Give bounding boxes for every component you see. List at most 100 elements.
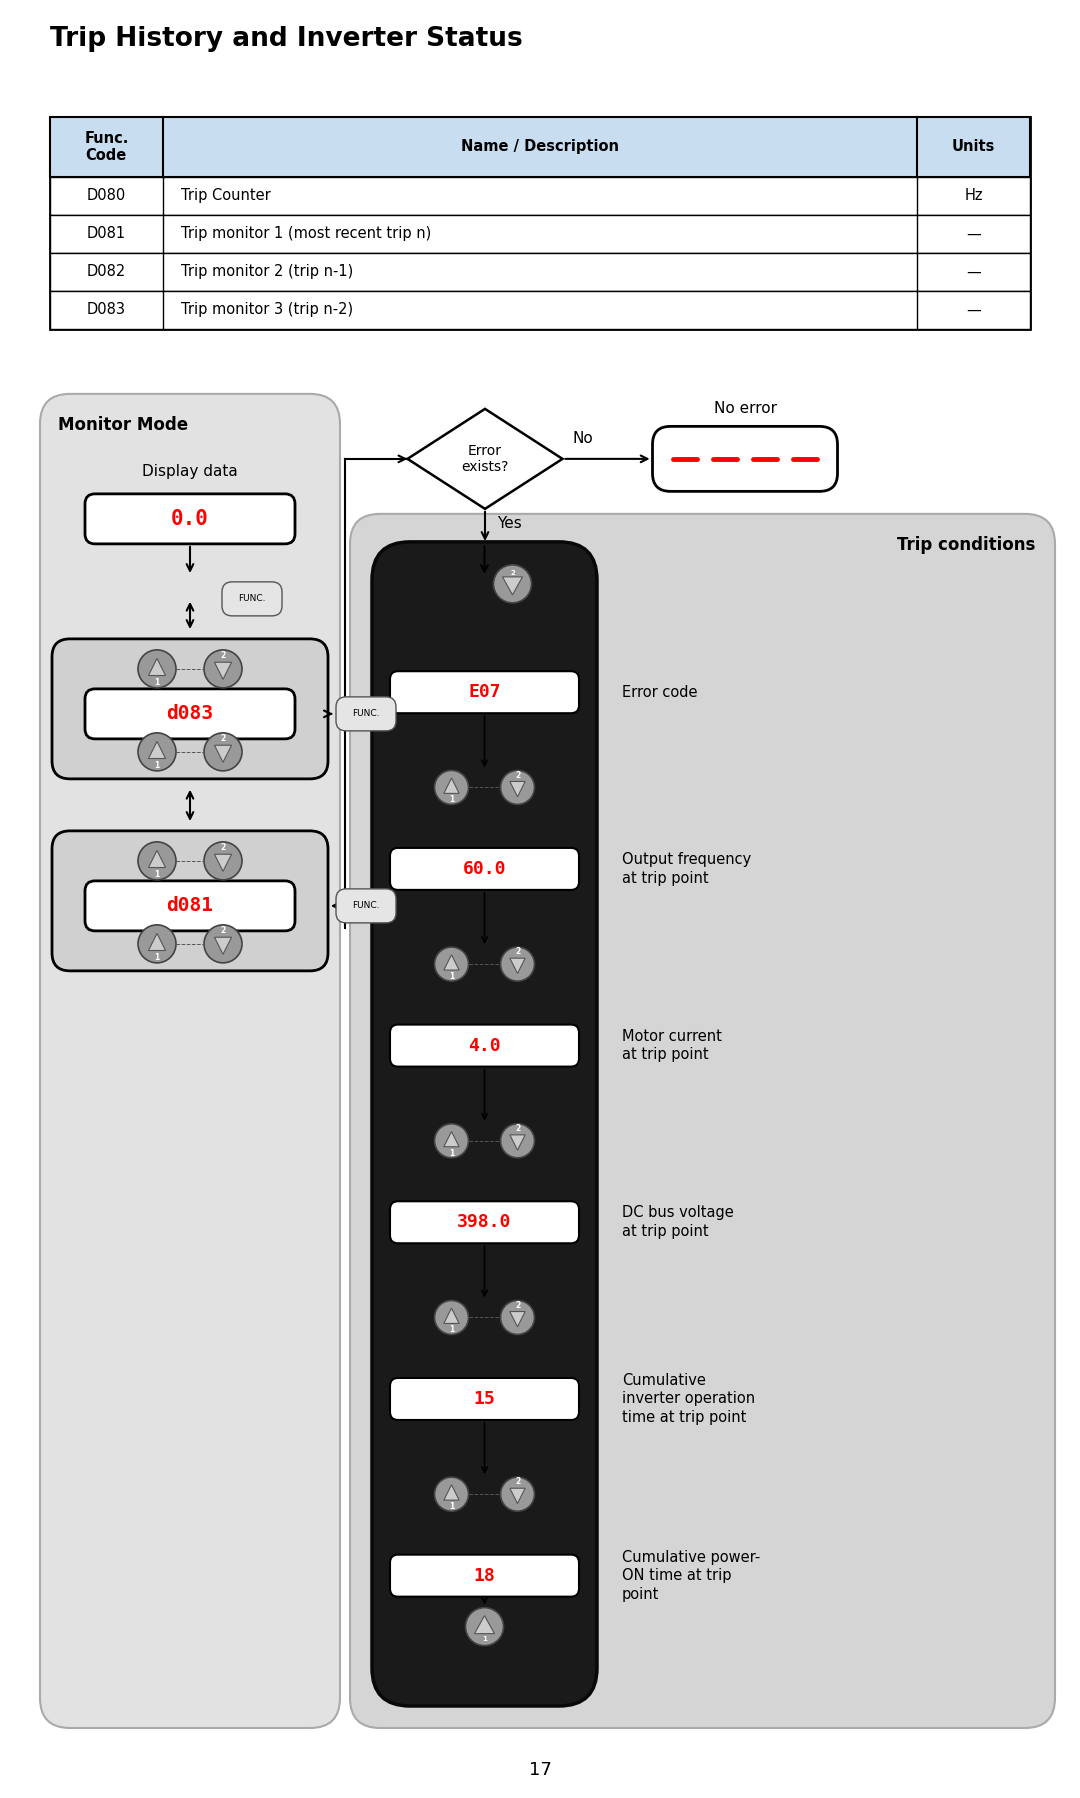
- Circle shape: [500, 948, 535, 982]
- Text: D080: D080: [86, 189, 126, 203]
- Circle shape: [500, 1124, 535, 1158]
- Text: Units: Units: [951, 140, 996, 155]
- Text: Motor current
at trip point: Motor current at trip point: [622, 1028, 721, 1063]
- Text: Yes: Yes: [497, 516, 522, 530]
- Text: 2: 2: [515, 1300, 521, 1309]
- FancyBboxPatch shape: [390, 1377, 579, 1420]
- Text: Monitor Mode: Monitor Mode: [58, 415, 188, 433]
- FancyBboxPatch shape: [336, 698, 396, 730]
- Circle shape: [434, 1300, 469, 1334]
- Text: 1: 1: [154, 761, 160, 770]
- FancyBboxPatch shape: [52, 831, 328, 971]
- Text: 1: 1: [449, 1325, 454, 1334]
- Text: 2: 2: [515, 948, 521, 957]
- Text: No: No: [572, 432, 593, 446]
- Circle shape: [494, 565, 531, 602]
- Circle shape: [500, 1300, 535, 1334]
- Bar: [50, 216, 1030, 254]
- Text: 17: 17: [528, 1760, 552, 1778]
- FancyBboxPatch shape: [652, 426, 837, 491]
- FancyBboxPatch shape: [390, 671, 579, 714]
- Text: 0.0: 0.0: [171, 509, 208, 529]
- Polygon shape: [444, 1309, 459, 1323]
- Circle shape: [138, 841, 176, 879]
- FancyBboxPatch shape: [85, 689, 295, 739]
- FancyBboxPatch shape: [52, 638, 328, 779]
- Text: d083: d083: [166, 705, 214, 723]
- Text: Trip monitor 3 (trip n-2): Trip monitor 3 (trip n-2): [180, 302, 353, 318]
- FancyBboxPatch shape: [336, 888, 396, 922]
- FancyBboxPatch shape: [40, 394, 340, 1728]
- Text: Hz: Hz: [964, 189, 983, 203]
- Circle shape: [138, 649, 176, 689]
- FancyBboxPatch shape: [85, 881, 295, 931]
- Polygon shape: [444, 1131, 459, 1147]
- Bar: [50, 117, 1030, 329]
- Circle shape: [434, 948, 469, 982]
- Text: Cumulative
inverter operation
time at trip point: Cumulative inverter operation time at tr…: [622, 1374, 755, 1426]
- Text: d081: d081: [166, 897, 214, 915]
- Polygon shape: [444, 1485, 459, 1500]
- FancyBboxPatch shape: [350, 514, 1055, 1728]
- Text: 1: 1: [449, 795, 454, 804]
- Text: Error code: Error code: [622, 685, 698, 699]
- Polygon shape: [148, 933, 165, 951]
- Text: Trip conditions: Trip conditions: [896, 536, 1035, 554]
- Polygon shape: [148, 741, 165, 759]
- Bar: [50, 176, 1030, 216]
- FancyBboxPatch shape: [390, 849, 579, 890]
- Text: D083: D083: [86, 302, 126, 318]
- Polygon shape: [407, 408, 563, 509]
- Circle shape: [204, 924, 242, 964]
- Circle shape: [204, 841, 242, 879]
- Bar: [50, 254, 1030, 291]
- Text: 2: 2: [220, 734, 226, 743]
- Polygon shape: [444, 779, 459, 793]
- FancyBboxPatch shape: [222, 583, 282, 617]
- Text: 2: 2: [515, 771, 521, 780]
- Text: E07: E07: [469, 683, 501, 701]
- Bar: [50, 117, 1030, 176]
- Text: D081: D081: [86, 227, 126, 241]
- Polygon shape: [510, 1135, 525, 1151]
- Text: FUNC.: FUNC.: [239, 595, 266, 604]
- Text: 1: 1: [154, 870, 160, 879]
- FancyBboxPatch shape: [85, 494, 295, 543]
- Text: 1: 1: [154, 678, 160, 687]
- FancyBboxPatch shape: [372, 541, 597, 1706]
- Polygon shape: [510, 958, 525, 973]
- Circle shape: [204, 649, 242, 689]
- Polygon shape: [444, 955, 459, 971]
- Text: 1: 1: [449, 1501, 454, 1510]
- Text: 2: 2: [515, 1124, 521, 1133]
- Circle shape: [500, 1478, 535, 1510]
- Text: 1: 1: [482, 1636, 487, 1642]
- Bar: [50, 291, 1030, 329]
- Text: 398.0: 398.0: [457, 1214, 512, 1232]
- Polygon shape: [510, 782, 525, 797]
- Polygon shape: [474, 1616, 495, 1634]
- Circle shape: [434, 1478, 469, 1510]
- Polygon shape: [215, 937, 231, 955]
- Text: 60.0: 60.0: [462, 859, 507, 877]
- Text: Cumulative power-
ON time at trip
point: Cumulative power- ON time at trip point: [622, 1550, 760, 1602]
- Polygon shape: [148, 850, 165, 867]
- Text: 2: 2: [220, 651, 226, 660]
- Text: 1: 1: [449, 1149, 454, 1158]
- Polygon shape: [215, 662, 231, 680]
- Text: FUNC.: FUNC.: [352, 710, 380, 719]
- Circle shape: [500, 770, 535, 804]
- FancyBboxPatch shape: [390, 1201, 579, 1242]
- Circle shape: [138, 924, 176, 964]
- FancyBboxPatch shape: [390, 1025, 579, 1066]
- Polygon shape: [215, 854, 231, 872]
- Text: 2: 2: [220, 926, 226, 935]
- Text: Error
exists?: Error exists?: [461, 444, 509, 475]
- Text: Output frequency
at trip point: Output frequency at trip point: [622, 852, 752, 886]
- Text: Func.
Code: Func. Code: [84, 131, 129, 164]
- Circle shape: [138, 734, 176, 771]
- Circle shape: [434, 1124, 469, 1158]
- Text: Display data: Display data: [143, 464, 238, 478]
- Polygon shape: [148, 658, 165, 676]
- Polygon shape: [510, 1311, 525, 1327]
